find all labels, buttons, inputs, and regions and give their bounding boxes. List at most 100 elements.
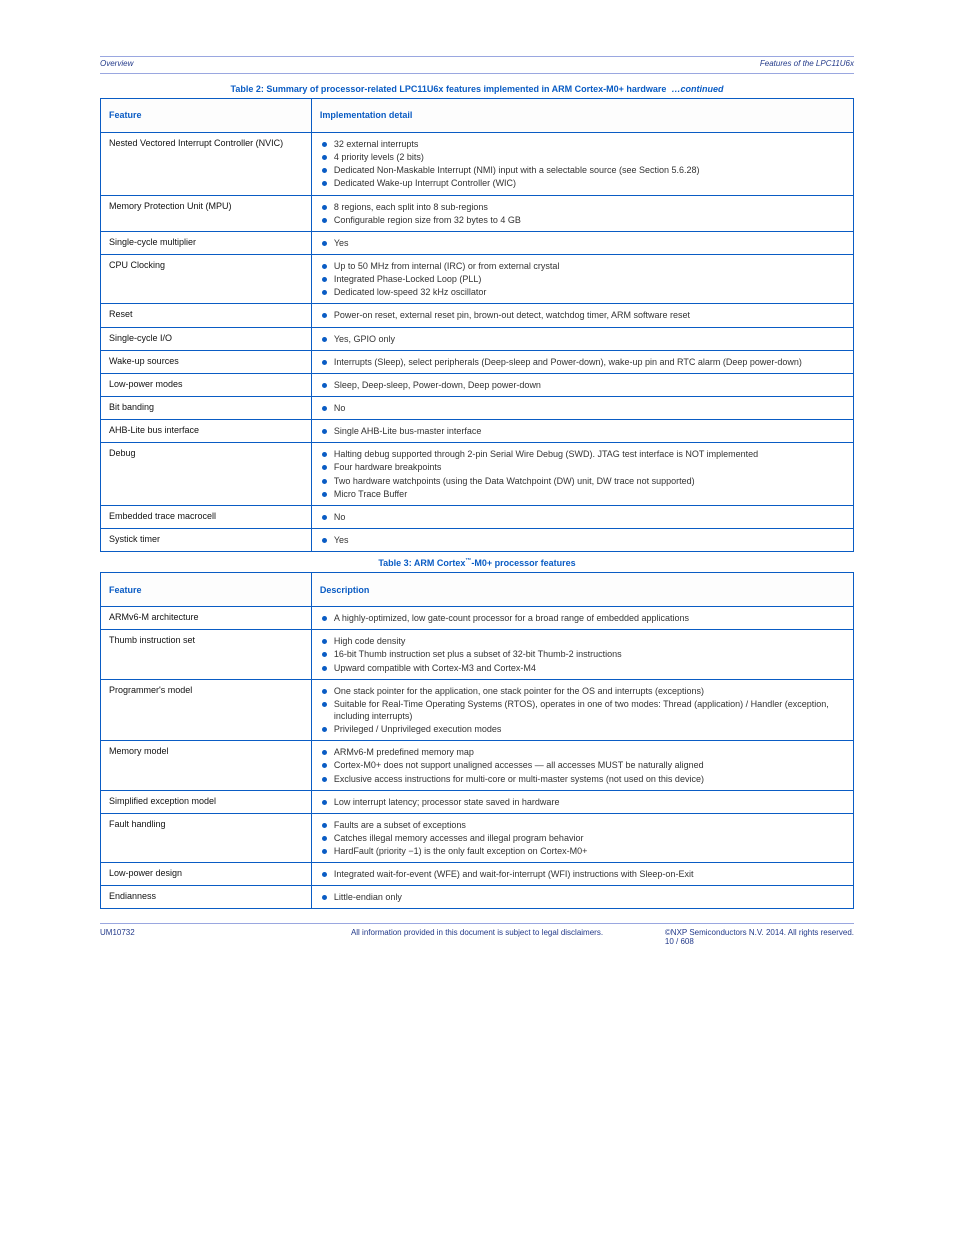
table1-bullet: Configurable region size from 32 bytes t…: [320, 214, 847, 226]
table2-bullet: Faults are a subset of exceptions: [320, 819, 847, 831]
table2-bullet: HardFault (priority −1) is the only faul…: [320, 845, 847, 857]
table2-bullet: Privileged / Unprivileged execution mode…: [320, 723, 847, 735]
table2-impl-cell: Integrated wait-for-event (WFE) and wait…: [311, 863, 853, 886]
table2-bullet: Integrated wait-for-event (WFE) and wait…: [320, 868, 847, 880]
table1-bullet: Single AHB-Lite bus-master interface: [320, 425, 847, 437]
table1-feature-cell: CPU Clocking: [101, 254, 312, 303]
table1-bullet-list: 8 regions, each split into 8 sub-regions…: [320, 201, 847, 226]
table2-bullet: One stack pointer for the application, o…: [320, 685, 847, 697]
table1-impl-cell: No: [311, 396, 853, 419]
table2-header-row: Feature Description: [101, 573, 854, 607]
table2-caption-text: Table 3: ARM Cortex™-M0+ processor featu…: [378, 558, 575, 568]
table1-impl-cell: 32 external interrupts4 priority levels …: [311, 133, 853, 196]
table1-impl-cell: Yes: [311, 528, 853, 551]
table2-bullet: A highly-optimized, low gate-count proce…: [320, 612, 847, 624]
table1-feature-cell: Single-cycle I/O: [101, 327, 312, 350]
table1-row: Systick timerYes: [101, 528, 854, 551]
table1-bullet: Two hardware watchpoints (using the Data…: [320, 475, 847, 487]
table1-bullet-list: 32 external interrupts4 priority levels …: [320, 138, 847, 190]
table1-bullet-list: Single AHB-Lite bus-master interface: [320, 425, 847, 437]
table1-bullet: Dedicated low-speed 32 kHz oscillator: [320, 286, 847, 298]
table1-bullet: Four hardware breakpoints: [320, 461, 847, 473]
table1-caption-cont: …continued: [671, 84, 723, 94]
table1-impl-cell: Halting debug supported through 2-pin Se…: [311, 443, 853, 506]
table1-bullet: Micro Trace Buffer: [320, 488, 847, 500]
footer-page: 10 / 608: [665, 937, 694, 946]
table1-bullet: Up to 50 MHz from internal (IRC) or from…: [320, 260, 847, 272]
table1-feature-cell: Memory Protection Unit (MPU): [101, 195, 312, 231]
table2-col0: Feature: [101, 573, 312, 607]
table1-impl-cell: Up to 50 MHz from internal (IRC) or from…: [311, 254, 853, 303]
table1-bullet-list: Yes: [320, 534, 847, 546]
table2-bullet: ARMv6-M predefined memory map: [320, 746, 847, 758]
table1-impl-cell: 8 regions, each split into 8 sub-regions…: [311, 195, 853, 231]
table1-col1: Implementation detail: [311, 99, 853, 133]
table2-impl-cell: Little-endian only: [311, 886, 853, 909]
table1-row: Memory Protection Unit (MPU) 8 regions, e…: [101, 195, 854, 231]
table2: Feature Description ARMv6-M architecture…: [100, 572, 854, 909]
table2-feature-cell: Endianness: [101, 886, 312, 909]
table2-feature-cell: Low-power design: [101, 863, 312, 886]
table2-bullet: Upward compatible with Cortex-M3 and Cor…: [320, 662, 847, 674]
table2-feature-cell: ARMv6-M architecture: [101, 607, 312, 630]
table2-bullet: Little-endian only: [320, 891, 847, 903]
table1-impl-cell: Power-on reset, external reset pin, brow…: [311, 304, 853, 327]
table2-row: ARMv6-M architecture A highly-optimized, …: [101, 607, 854, 630]
table1-row: Nested Vectored Interrupt Controller (NV…: [101, 133, 854, 196]
table1-col0: Feature: [101, 99, 312, 133]
table2-impl-cell: Low interrupt latency; processor state s…: [311, 790, 853, 813]
table2-bullet-list: Little-endian only: [320, 891, 847, 903]
table2-bullet: High code density: [320, 635, 847, 647]
table1-bullet: Integrated Phase-Locked Loop (PLL): [320, 273, 847, 285]
table1-feature-cell: Bit banding: [101, 396, 312, 419]
table2-bullet: Exclusive access instructions for multi-…: [320, 773, 847, 785]
table1-impl-cell: Single AHB-Lite bus-master interface: [311, 420, 853, 443]
table1-impl-cell: Interrupts (Sleep), select peripherals (…: [311, 350, 853, 373]
table2-impl-cell: Faults are a subset of exceptionsCatches…: [311, 813, 853, 862]
table2-row: Low-power design Integrated wait-for-even…: [101, 863, 854, 886]
table1-feature-cell: Single-cycle multiplier: [101, 231, 312, 254]
table1-feature-cell: Embedded trace macrocell: [101, 505, 312, 528]
table1-bullet-list: No: [320, 511, 847, 523]
table1-bullet: Dedicated Wake-up Interrupt Controller (…: [320, 177, 847, 189]
table1-caption-main: Table 2: Summary of processor-related LP…: [231, 84, 667, 94]
table1-bullet: Sleep, Deep-sleep, Power-down, Deep powe…: [320, 379, 847, 391]
table2-bullet: Suitable for Real-Time Operating Systems…: [320, 698, 847, 722]
table2-bullet-list: One stack pointer for the application, o…: [320, 685, 847, 736]
table1-feature-cell: Wake-up sources: [101, 350, 312, 373]
table1-header-row: Feature Implementation detail: [101, 99, 854, 133]
table1-row: Low-power modesSleep, Deep-sleep, Power-…: [101, 373, 854, 396]
table2-row: Simplified exception modelLow interrupt …: [101, 790, 854, 813]
table2-bullet-list: Low interrupt latency; processor state s…: [320, 796, 847, 808]
table2-bullet: 16-bit Thumb instruction set plus a subs…: [320, 648, 847, 660]
table2-col1: Description: [311, 573, 853, 607]
table1-bullet-list: Up to 50 MHz from internal (IRC) or from…: [320, 260, 847, 298]
table1-bullet: 32 external interrupts: [320, 138, 847, 150]
table1-row: CPU Clocking Up to 50 MHz from internal (…: [101, 254, 854, 303]
table2-caption: Table 3: ARM Cortex™-M0+ processor featu…: [100, 558, 854, 568]
footer-left: UM10732: [100, 928, 135, 937]
footer-copyright: ©NXP Semiconductors N.V. 2014. All right…: [665, 928, 854, 937]
footer-disclaimer: All information provided in this documen…: [351, 928, 603, 937]
table1-bullet: 4 priority levels (2 bits): [320, 151, 847, 163]
page-header: Overview Features of the LPC11U6x: [100, 56, 854, 74]
table1: Feature Implementation detail Nested Vec…: [100, 98, 854, 552]
table2-row: Programmer's modelOne stack pointer for …: [101, 679, 854, 741]
table1-impl-cell: No: [311, 505, 853, 528]
table1-bullet-list: No: [320, 402, 847, 414]
table2-bullet-list: A highly-optimized, low gate-count proce…: [320, 612, 847, 624]
table1-bullet: 8 regions, each split into 8 sub-regions: [320, 201, 847, 213]
table2-impl-cell: A highly-optimized, low gate-count proce…: [311, 607, 853, 630]
table2-impl-cell: High code density16-bit Thumb instructio…: [311, 630, 853, 679]
table1-bullet: Dedicated Non-Maskable Interrupt (NMI) i…: [320, 164, 847, 176]
table1-bullet: No: [320, 511, 847, 523]
table1-bullet: Power-on reset, external reset pin, brow…: [320, 309, 847, 321]
table1-row: Embedded trace macrocell No: [101, 505, 854, 528]
table1-row: Single-cycle multiplierYes: [101, 231, 854, 254]
table2-bullet-list: ARMv6-M predefined memory mapCortex-M0+ …: [320, 746, 847, 784]
table1-row: Bit banding No: [101, 396, 854, 419]
table1-row: Wake-up sourcesInterrupts (Sleep), selec…: [101, 350, 854, 373]
table1-bullet: Halting debug supported through 2-pin Se…: [320, 448, 847, 460]
table2-bullet: Catches illegal memory accesses and ille…: [320, 832, 847, 844]
table2-bullet: Cortex-M0+ does not support unaligned ac…: [320, 759, 847, 771]
